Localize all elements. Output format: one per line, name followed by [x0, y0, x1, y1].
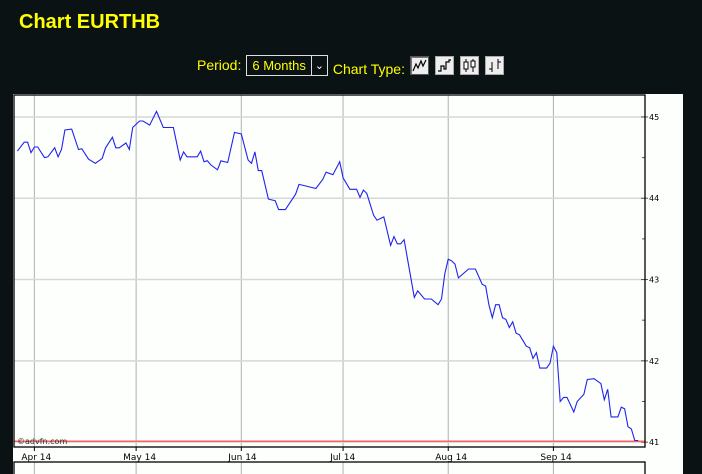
x-tick-label: Sep 14 — [540, 453, 572, 463]
plot-frame — [13, 94, 646, 448]
period-label: Period: — [197, 57, 242, 73]
x-tick-label: Jul 14 — [329, 453, 355, 463]
chart-type-label: Chart Type: — [332, 61, 405, 77]
watermark: ©advfn.com — [17, 437, 67, 446]
chart-type-line-button[interactable] — [409, 55, 429, 75]
chevron-down-icon[interactable]: ⌄ — [310, 55, 327, 75]
x-tick-label: Jun 14 — [227, 453, 257, 463]
period-select-value: 6 Months — [252, 57, 306, 73]
y-tick-label: 42 — [649, 357, 659, 366]
price-series-line — [16, 109, 639, 442]
line-chart-icon — [412, 58, 427, 71]
x-tick-label: Aug 14 — [435, 453, 467, 463]
chart-type-step-button[interactable] — [434, 55, 454, 75]
y-tick-label: 41 — [649, 438, 659, 447]
lower-panel-frame — [13, 461, 646, 474]
chart-type-candlestick-button[interactable] — [459, 55, 479, 75]
x-tick-label: May 14 — [123, 453, 156, 463]
page-title: Chart EURTHB — [19, 11, 161, 33]
chart-panel: Apr 14 May 14 Jun 14 Jul 14 Aug 14 Sep 14 41 42… — [13, 94, 683, 474]
chart-controls: Period: 6 Months ⌄ Chart Type: — [197, 54, 510, 77]
candlestick-chart-icon — [463, 58, 476, 72]
ohlc-bar-chart-icon — [488, 58, 501, 72]
y-tick-label: 44 — [649, 194, 659, 203]
period-select[interactable]: 6 Months ⌄ — [246, 54, 328, 76]
price-chart: Apr 14 May 14 Jun 14 Jul 14 Aug 14 Sep 14 41 42… — [13, 94, 659, 474]
x-tick-label: Apr 14 — [21, 453, 51, 463]
chart-type-ohlc-button[interactable] — [484, 55, 504, 75]
y-tick-label: 43 — [649, 276, 659, 285]
y-tick-label: 45 — [649, 113, 659, 122]
step-chart-icon — [437, 58, 451, 72]
